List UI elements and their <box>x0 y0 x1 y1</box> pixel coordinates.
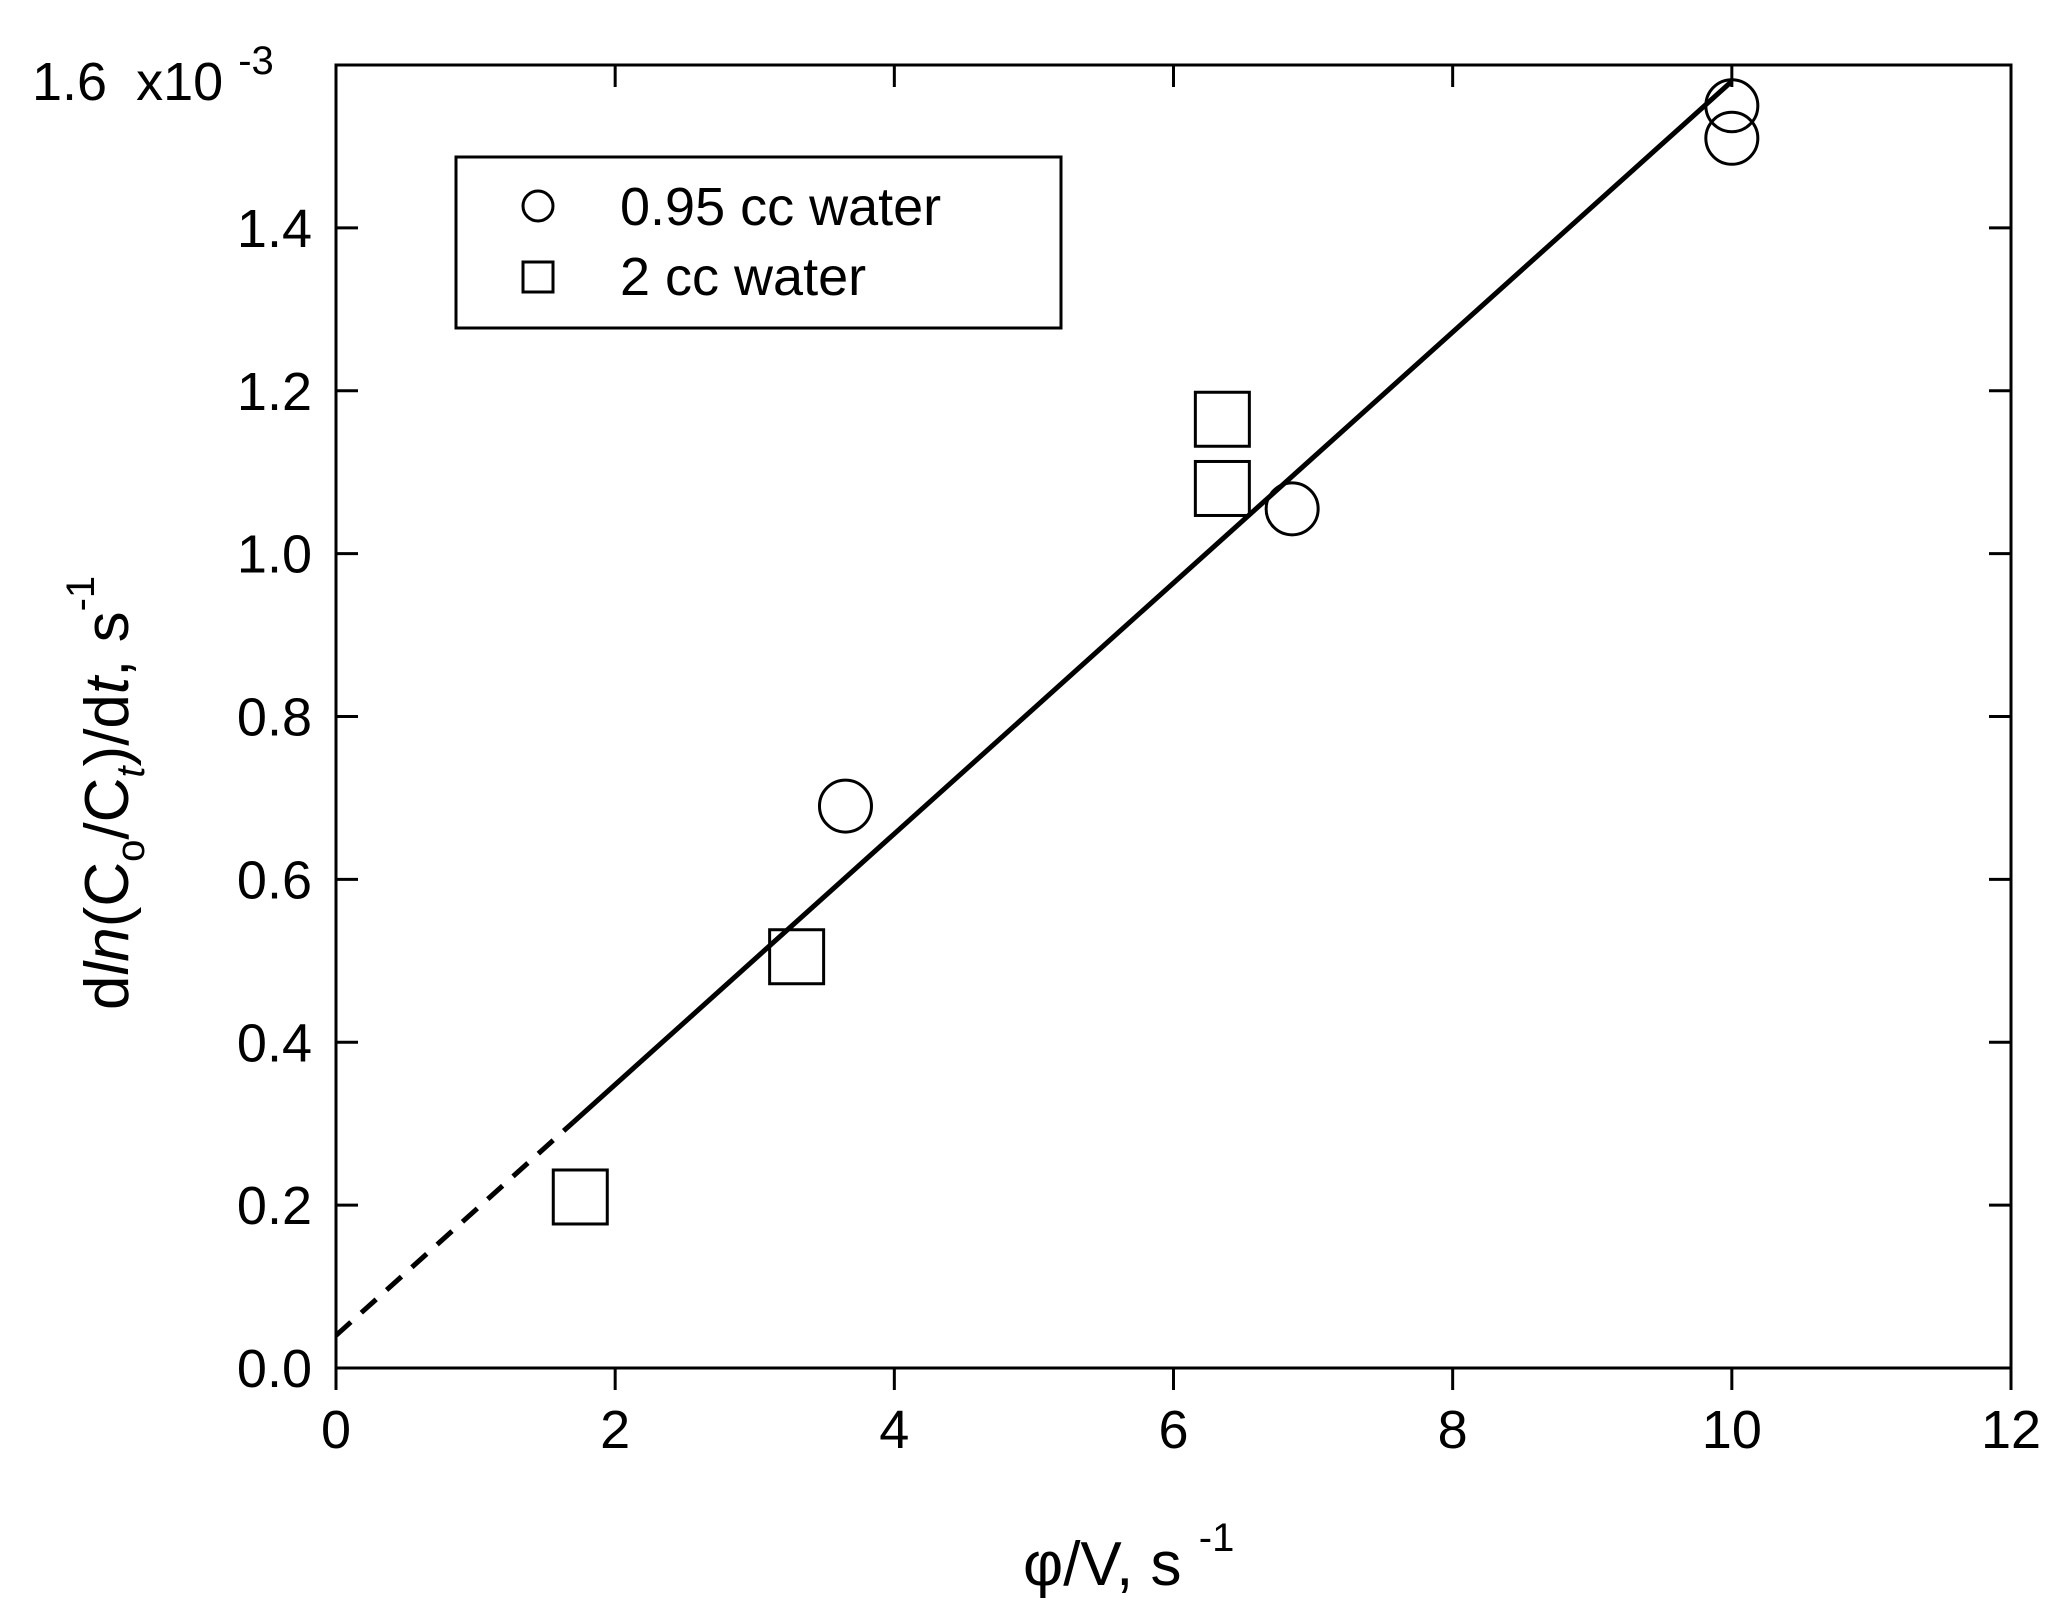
y-axis-title-close: )/d <box>73 694 142 766</box>
data-point-square <box>1193 390 1251 448</box>
x-axis-title-text: φ/V, s <box>1023 1530 1182 1599</box>
legend-circle-marker <box>521 189 555 223</box>
y-axis-title-slash: /C <box>73 778 142 840</box>
y-tick-labels: 0.0 0.2 0.4 0.6 0.8 1.0 1.2 1.4 <box>237 199 312 1399</box>
x-tick-label: 8 <box>1438 1400 1468 1460</box>
data-point-circle <box>1704 78 1760 134</box>
x-tick-label: 0 <box>321 1400 351 1460</box>
y-tick-label: 0.2 <box>237 1176 312 1236</box>
data-points <box>551 78 1760 1226</box>
x-tick-label: 2 <box>600 1400 630 1460</box>
axis-ticks <box>334 63 2013 1390</box>
x-axis-title-exponent: -1 <box>1199 1516 1235 1560</box>
y-axis-title-t-sub: t <box>109 765 153 778</box>
y-multiplier-text: x10 <box>136 52 223 112</box>
y-axis-title-exponent: -1 <box>59 576 103 612</box>
data-point-square <box>1193 459 1251 517</box>
y-tick-label: 1.2 <box>237 362 312 422</box>
y-axis-title-ln: ln <box>73 927 142 975</box>
data-point-square <box>551 1168 609 1226</box>
y-multiplier-exponent: -3 <box>238 39 274 83</box>
y-axis-title-t: t <box>73 674 142 694</box>
fit-line <box>334 79 1734 1338</box>
data-point-square <box>768 928 826 986</box>
y-multiplier-base: 1.6 <box>32 52 107 112</box>
x-tick-label: 6 <box>1158 1400 1188 1460</box>
legend-box <box>454 155 1063 330</box>
y-axis-title-d: d <box>73 976 142 1010</box>
y-tick-label: 0.6 <box>237 850 312 910</box>
legend-label-circle: 0.95 cc water <box>620 177 941 237</box>
y-axis-title: dln(Co/Ct)/dt, s-1 <box>59 576 153 1010</box>
legend-square-marker <box>521 260 555 294</box>
fit-line-solid <box>571 79 1734 1125</box>
y-tick-label: 1.4 <box>237 199 312 259</box>
x-axis-title: φ/V, s -1 <box>1023 1516 1234 1599</box>
data-point-circle <box>1264 481 1320 537</box>
y-multiplier: 1.6 x10 -3 <box>32 39 274 112</box>
y-axis-title-open: (C <box>73 862 142 927</box>
legend: 0.95 cc water 2 cc water <box>454 155 1063 330</box>
y-tick-label: 0.0 <box>237 1339 312 1399</box>
x-tick-label: 10 <box>1702 1400 1762 1460</box>
x-tick-label: 12 <box>1981 1400 2041 1460</box>
data-point-circle <box>1704 110 1760 166</box>
y-tick-label: 0.4 <box>237 1013 312 1073</box>
y-tick-label: 0.8 <box>237 688 312 748</box>
legend-label-square: 2 cc water <box>620 247 866 307</box>
fit-line-dashed <box>334 1120 575 1338</box>
data-point-circle <box>817 778 873 834</box>
y-axis-title-o-sub: o <box>109 840 153 862</box>
x-tick-labels: 0 2 4 6 8 10 12 <box>321 1400 2041 1460</box>
x-tick-label: 4 <box>879 1400 909 1460</box>
y-axis-title-unit: , s <box>73 611 142 676</box>
y-tick-label: 1.0 <box>237 525 312 585</box>
